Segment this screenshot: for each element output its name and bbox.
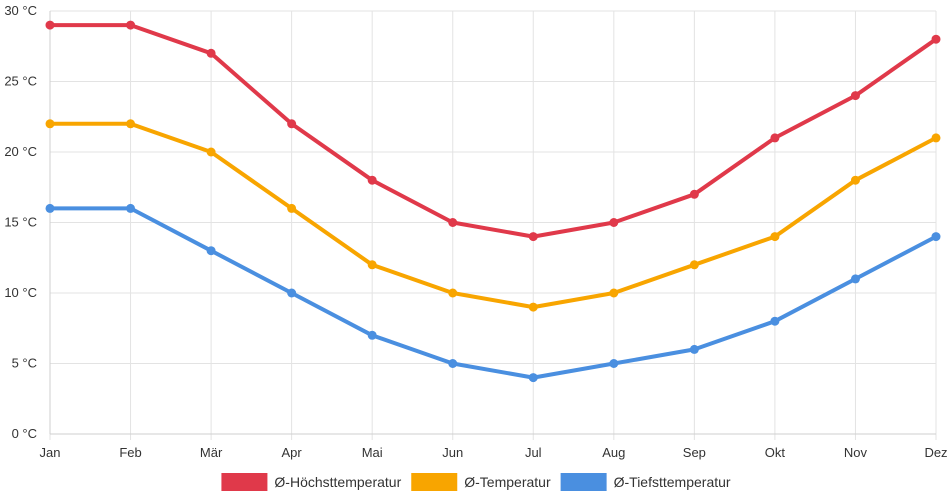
series-point-2 xyxy=(609,359,619,368)
y-tick-label: 25 °C xyxy=(4,74,37,89)
series-point-1 xyxy=(528,302,538,312)
series-point-1 xyxy=(367,260,377,270)
x-tick-label: Feb xyxy=(119,445,141,460)
y-tick-label: 15 °C xyxy=(4,215,37,230)
chart-series xyxy=(45,20,941,383)
series-point-1 xyxy=(206,147,216,157)
series-point-2 xyxy=(528,373,538,383)
legend-label-0: Ø-Höchsttemperatur xyxy=(274,474,401,490)
series-point-2 xyxy=(367,330,377,340)
series-point-2 xyxy=(126,203,136,213)
x-tick-label: Sep xyxy=(683,445,706,460)
series-point-0 xyxy=(206,48,216,58)
series-point-1 xyxy=(126,119,136,129)
legend-label-2: Ø-Tiefsttemperatur xyxy=(614,474,731,490)
legend-swatch-1 xyxy=(411,473,458,491)
y-tick-label: 0 °C xyxy=(12,426,37,441)
series-point-1 xyxy=(45,119,55,129)
series-point-2 xyxy=(206,246,216,256)
series-line-1 xyxy=(48,121,938,310)
series-point-0 xyxy=(609,218,619,227)
y-tick-label: 30 °C xyxy=(4,3,37,18)
legend-swatch-0 xyxy=(221,473,268,491)
x-tick-label: Okt xyxy=(765,445,786,460)
chart-grid xyxy=(49,10,937,440)
y-tick-label: 20 °C xyxy=(4,144,37,159)
series-point-0 xyxy=(528,232,538,242)
series-point-2 xyxy=(770,316,780,326)
series-line-2 xyxy=(48,206,938,380)
series-line-0 xyxy=(48,23,938,239)
series-point-0 xyxy=(689,189,699,199)
series-point-2 xyxy=(45,203,55,213)
series-point-0 xyxy=(770,133,780,143)
series-point-0 xyxy=(287,119,297,129)
y-tick-label: 10 °C xyxy=(4,285,37,300)
series-point-0 xyxy=(45,20,55,30)
series-point-0 xyxy=(850,91,860,101)
y-tick-label: 5 °C xyxy=(12,356,37,371)
series-point-1 xyxy=(850,175,860,185)
x-tick-label: Jan xyxy=(40,445,61,460)
chart-legend: Ø-Höchsttemperatur Ø-Temperatur Ø-Tiefstte… xyxy=(221,473,731,491)
series-point-1 xyxy=(689,260,699,270)
x-tick-label: Nov xyxy=(844,445,868,460)
series-point-1 xyxy=(931,133,941,143)
series-point-1 xyxy=(770,232,780,242)
chart-axes: 0 °C 5 °C 10 °C 15 °C 20 °C 25 °C 30 °C Jan Feb M… xyxy=(4,3,947,460)
series-point-0 xyxy=(448,218,458,227)
x-tick-label: Dez xyxy=(924,445,947,460)
series-point-1 xyxy=(609,288,619,298)
series-point-1 xyxy=(287,203,297,213)
x-tick-label: Jul xyxy=(525,445,542,460)
series-point-2 xyxy=(448,359,458,368)
series-point-2 xyxy=(689,344,699,354)
legend-swatch-2 xyxy=(560,473,607,491)
series-point-0 xyxy=(126,20,136,30)
series-point-2 xyxy=(850,274,860,284)
x-tick-label: Jun xyxy=(442,445,463,460)
x-tick-label: Mai xyxy=(362,445,383,460)
series-point-1 xyxy=(448,288,458,298)
series-point-0 xyxy=(931,34,941,44)
x-tick-label: Mär xyxy=(200,445,223,460)
series-point-2 xyxy=(931,232,941,242)
x-tick-label: Aug xyxy=(602,445,625,460)
x-tick-label: Apr xyxy=(282,445,303,460)
series-point-0 xyxy=(367,175,377,185)
series-point-2 xyxy=(287,288,297,298)
legend-label-1: Ø-Temperatur xyxy=(464,474,551,490)
